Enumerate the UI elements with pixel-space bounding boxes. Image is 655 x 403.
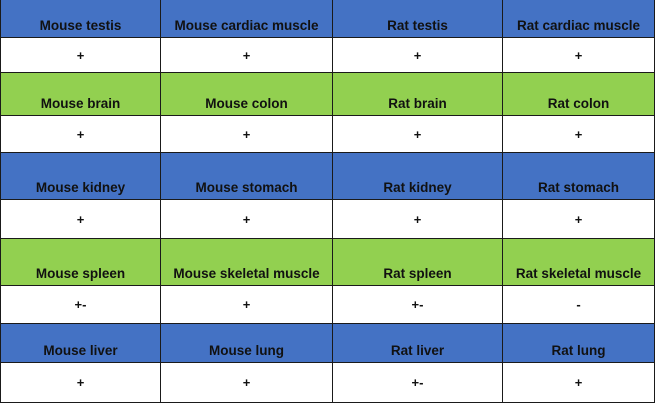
table-header-cell: Rat colon xyxy=(503,73,655,116)
table-value-cell: + xyxy=(333,200,503,239)
table-header-cell: Mouse skeletal muscle xyxy=(161,239,333,286)
table-value-cell: + xyxy=(503,200,655,239)
table-header-cell: Rat kidney xyxy=(333,153,503,200)
table-value-cell: +- xyxy=(333,363,503,403)
table-header-cell: Mouse kidney xyxy=(0,153,161,200)
table-header-cell: Mouse liver xyxy=(0,324,161,363)
table-value-cell: + xyxy=(0,38,161,73)
table-value-cell: +- xyxy=(0,286,161,324)
table-header-cell: Rat stomach xyxy=(503,153,655,200)
table-header-cell: Rat lung xyxy=(503,324,655,363)
table-header-cell: Mouse brain xyxy=(0,73,161,116)
table-header-cell: Rat brain xyxy=(333,73,503,116)
table-value-cell: + xyxy=(0,116,161,153)
table-header-cell: Rat skeletal muscle xyxy=(503,239,655,286)
table-value-cell: + xyxy=(0,363,161,403)
table-value-cell: + xyxy=(161,286,333,324)
table-value-cell: + xyxy=(161,38,333,73)
table-value-cell: + xyxy=(333,38,503,73)
table-header-cell: Rat liver xyxy=(333,324,503,363)
table-header-cell: Mouse spleen xyxy=(0,239,161,286)
table-value-cell: + xyxy=(503,38,655,73)
table-value-cell: + xyxy=(503,116,655,153)
table-header-cell: Rat cardiac muscle xyxy=(503,0,655,38)
table-header-cell: Mouse cardiac muscle xyxy=(161,0,333,38)
table-value-cell: + xyxy=(503,363,655,403)
table-header-cell: Mouse lung xyxy=(161,324,333,363)
table-header-cell: Mouse stomach xyxy=(161,153,333,200)
table-header-cell: Rat testis xyxy=(333,0,503,38)
table-header-cell: Mouse colon xyxy=(161,73,333,116)
table-value-cell: + xyxy=(161,116,333,153)
table-value-cell: + xyxy=(333,116,503,153)
table-header-cell: Mouse testis xyxy=(0,0,161,38)
table-value-cell: +- xyxy=(333,286,503,324)
table-value-cell: + xyxy=(161,363,333,403)
table-value-cell: - xyxy=(503,286,655,324)
table-value-cell: + xyxy=(161,200,333,239)
table-value-cell: + xyxy=(0,200,161,239)
table-header-cell: Rat spleen xyxy=(333,239,503,286)
